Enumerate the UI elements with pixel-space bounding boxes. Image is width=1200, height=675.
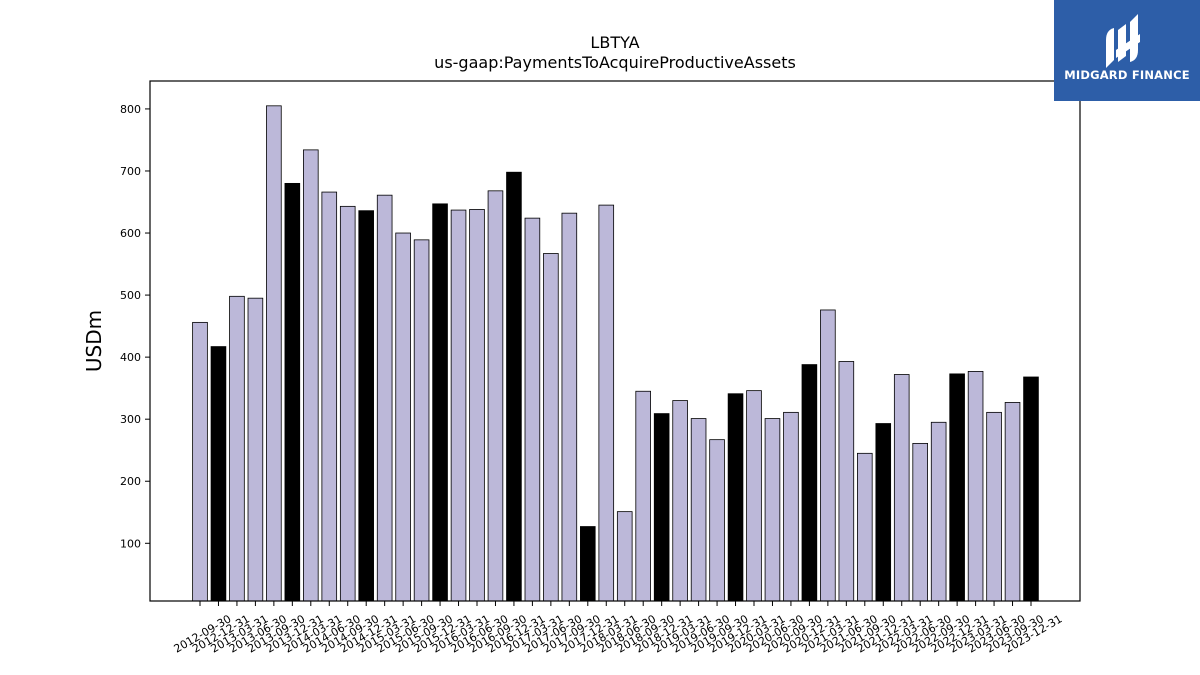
bar-2023-06-30 [986,411,1002,602]
bar-2015-09-30 [413,239,430,602]
bar-2014-12-31 [358,210,374,602]
bar-2015-03-31 [376,194,393,602]
bar-2016-12-31 [506,171,522,602]
y-tick-label: 700 [120,165,141,178]
bar-2017-12-31 [580,526,596,602]
chart-title: LBTYA [590,33,639,52]
y-tick-label: 200 [120,475,141,488]
bar-2016-09-30 [487,190,504,602]
bar-2020-06-30 [764,418,781,602]
y-tick-label: 800 [120,103,141,116]
bar-2014-03-31 [303,149,319,602]
bar-2018-12-31 [653,413,670,602]
bar-2023-09-30 [1004,402,1021,602]
bar-2014-09-30 [339,205,356,602]
bar-2023-03-31 [967,371,984,602]
logo-wordmark: MIDGARD FINANCE [1064,68,1190,82]
bar-2020-12-31 [801,364,818,602]
y-tick-label: 300 [120,413,141,426]
bar-2013-06-30 [247,297,264,602]
bar-2017-06-30 [543,253,559,602]
bar-2019-06-30 [690,418,707,602]
chart-subtitle: us-gaap:PaymentsToAcquireProductiveAsset… [434,53,796,72]
bar-2016-06-30 [469,209,485,602]
bar-2015-06-30 [395,232,411,602]
bar-2022-03-31 [893,374,910,602]
midgard-logo-icon [1106,14,1140,68]
bar-2018-06-30 [616,511,633,602]
bar-2021-06-30 [838,361,855,602]
bar-2023-12-31 [1023,376,1039,602]
bar-2014-06-30 [321,191,338,602]
bar-2012-09-30 [192,321,208,602]
y-tick-label: 500 [120,289,141,302]
bar-2018-09-30 [635,390,651,602]
bar-2021-12-31 [875,423,892,602]
bar-2017-03-31 [524,217,541,602]
bar-2022-06-30 [912,442,928,602]
bar-2018-03-31 [598,204,615,602]
bar-2019-12-31 [727,393,744,602]
bar-2013-12-31 [284,182,301,602]
x-axis: 2012-09-302012-12-312013-03-312013-06-30… [172,601,1065,656]
y-tick-label: 100 [120,537,141,550]
bar-2015-12-31 [432,203,448,602]
y-tick-label: 400 [120,351,141,364]
bar-2013-03-31 [229,295,245,602]
bars-group [192,105,1039,602]
bar-2022-12-31 [949,373,965,602]
bar-2012-12-31 [210,346,227,602]
y-axis: 100 200 300 400 500 600 700 800 [120,103,150,550]
bar-2021-09-30 [857,452,873,602]
bar-2020-09-30 [783,411,799,602]
y-tick-label: 600 [120,227,141,240]
bar-2013-09-30 [266,105,282,602]
bar-2020-03-31 [746,390,762,602]
bar-2022-09-30 [930,421,947,602]
bar-2016-03-31 [450,209,467,602]
plot-frame [149,80,1081,602]
bar-2019-03-31 [672,400,688,602]
bar-2021-03-31 [820,309,836,602]
y-axis-label: USDm [82,310,106,372]
bar-2019-09-30 [709,439,725,602]
bar-2017-09-30 [561,212,578,602]
midgard-finance-logo: MIDGARD FINANCE [1054,0,1200,101]
